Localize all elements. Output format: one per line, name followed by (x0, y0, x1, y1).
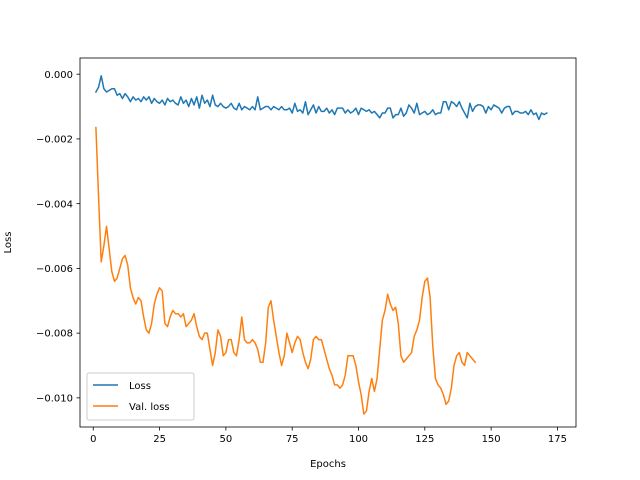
y-tick-label: −0.002 (36, 135, 73, 146)
x-tick-label: 150 (482, 434, 501, 445)
y-axis: 0.000 −0.002 −0.004 −0.006 −0.008 −0.010 (36, 70, 80, 404)
plot-lines (94, 75, 548, 415)
series-line-val-loss (95, 126, 477, 415)
plot-frame (79, 57, 577, 428)
y-tick-label: −0.008 (36, 329, 73, 340)
y-tick-label: −0.004 (36, 199, 73, 210)
x-axis: 0 25 50 75 100 125 150 175 (90, 427, 567, 445)
legend: Loss Val. loss (86, 372, 195, 421)
x-tick-label: 25 (153, 434, 166, 445)
x-tick-label: 125 (415, 434, 434, 445)
y-axis-title: Loss (3, 232, 14, 254)
legend-label: Val. loss (129, 402, 170, 413)
y-tick-label: −0.010 (36, 393, 73, 404)
x-axis-title: Epochs (310, 459, 346, 470)
x-tick-label: 100 (349, 434, 368, 445)
series-line-loss (94, 75, 548, 121)
y-tick-label: −0.006 (36, 264, 73, 275)
y-tick-label: 0.000 (44, 70, 73, 81)
x-tick-label: 75 (286, 434, 299, 445)
x-tick-label: 0 (90, 434, 96, 445)
x-tick-label: 50 (220, 434, 233, 445)
legend-label: Loss (129, 381, 151, 392)
x-tick-label: 175 (548, 434, 567, 445)
